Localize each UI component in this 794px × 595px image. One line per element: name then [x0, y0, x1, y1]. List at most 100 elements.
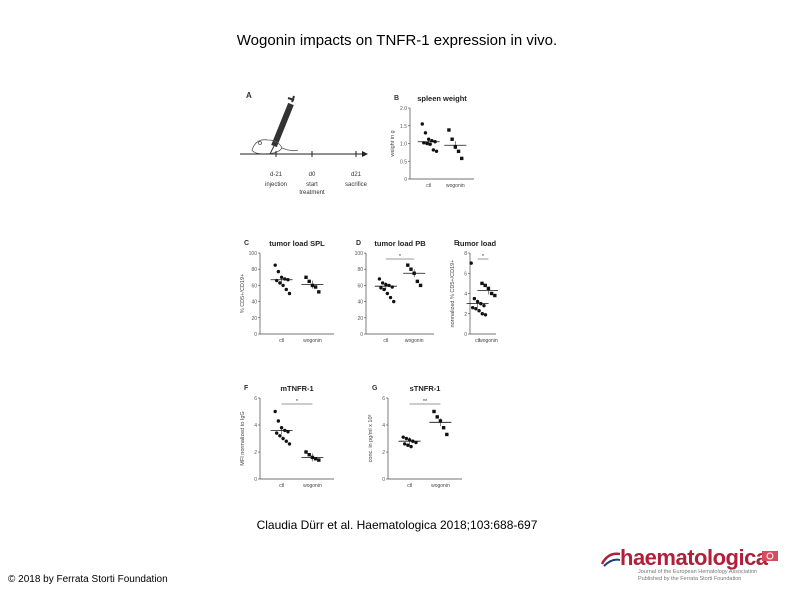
- x-category-label: wogonin: [446, 183, 465, 189]
- x-category-label: ctl: [475, 338, 480, 344]
- data-point: [428, 142, 432, 146]
- data-point: [286, 430, 290, 434]
- y-axis-label: weight in g: [390, 130, 396, 157]
- data-point: [480, 312, 484, 316]
- haematologica-logo: haematologica Journal of the European He…: [600, 545, 785, 583]
- data-point: [273, 409, 277, 414]
- data-point: [469, 261, 473, 265]
- data-point: [434, 149, 439, 154]
- chart-title: mTNFR-1: [280, 384, 313, 393]
- timeline-label: injection: [265, 182, 287, 188]
- y-tick-label: 80: [357, 267, 363, 273]
- data-point: [480, 281, 484, 286]
- data-point: [402, 442, 407, 446]
- data-point: [392, 299, 396, 304]
- y-tick-label: 20: [357, 316, 363, 322]
- y-tick-label: 0.5: [400, 159, 407, 165]
- data-point: [284, 287, 288, 292]
- data-point: [472, 296, 477, 301]
- y-tick-label: 80: [251, 267, 257, 273]
- y-tick-label: 4: [464, 292, 467, 298]
- data-point: [482, 303, 486, 308]
- significance-label: **: [423, 399, 428, 405]
- data-point: [307, 279, 311, 284]
- timeline-day: d21: [351, 172, 362, 178]
- eha-flag-icon: [762, 551, 778, 561]
- data-point: [483, 313, 488, 317]
- y-tick-label: 1.5: [400, 124, 407, 130]
- y-tick-label: 1.0: [400, 142, 407, 148]
- data-point: [276, 269, 281, 274]
- data-point: [274, 431, 279, 435]
- data-point: [273, 263, 277, 267]
- logo-mark-icon: [600, 552, 621, 567]
- data-point: [409, 267, 413, 271]
- panel-letter: E: [454, 240, 459, 247]
- data-point: [450, 137, 454, 141]
- data-point: [379, 286, 383, 290]
- data-point: [287, 442, 292, 446]
- data-point: [404, 436, 409, 441]
- x-category-label: ctl: [279, 338, 284, 344]
- logo-word: haematologica: [620, 545, 768, 570]
- data-point: [445, 432, 449, 437]
- y-tick-label: 2: [254, 450, 257, 456]
- y-tick-label: 6: [382, 396, 385, 402]
- data-point: [284, 439, 288, 443]
- data-point: [307, 453, 311, 457]
- x-category-label: ctl: [383, 338, 388, 344]
- x-category-label: wogonin: [303, 338, 322, 344]
- chart-title: tumor load SPL: [269, 239, 325, 248]
- panel-letter-a: A: [246, 91, 252, 100]
- data-point: [423, 131, 428, 135]
- data-point: [441, 426, 446, 430]
- y-tick-label: 20: [251, 316, 257, 322]
- data-point: [474, 306, 478, 311]
- y-axis-label: % CD5+/CD19+: [240, 274, 246, 313]
- data-point: [431, 148, 436, 152]
- y-tick-label: 8: [464, 251, 467, 257]
- copyright-notice: © 2018 by Ferrata Storti Foundation: [8, 574, 168, 585]
- y-tick-label: 40: [251, 300, 257, 306]
- y-tick-label: 4: [382, 423, 385, 429]
- data-point: [415, 279, 420, 284]
- data-point: [420, 122, 424, 126]
- data-point: [377, 277, 382, 281]
- data-point: [477, 309, 481, 313]
- data-point: [385, 291, 390, 296]
- panel-letter: F: [244, 385, 249, 392]
- chart-title: tumor load PB: [457, 239, 498, 248]
- data-point: [435, 415, 439, 419]
- data-point: [414, 440, 418, 445]
- y-axis-label: normalized % CD5+/CD19+: [450, 260, 456, 328]
- y-tick-label: 0: [360, 332, 363, 338]
- data-point: [313, 457, 318, 461]
- data-point: [493, 293, 497, 298]
- timeline-day: d-21: [270, 172, 283, 178]
- data-point: [382, 287, 386, 292]
- x-category-label: wogonin: [431, 483, 450, 489]
- x-category-label: wogonin: [303, 483, 322, 489]
- figure: A d-21 injection d0 start treatment d21 sacrif…: [240, 91, 498, 489]
- data-point: [317, 458, 321, 462]
- x-category-label: wogonin: [405, 338, 424, 344]
- y-tick-label: 2: [464, 312, 467, 318]
- y-tick-label: 60: [251, 283, 257, 289]
- data-point: [409, 444, 413, 449]
- x-category-label: ctl: [279, 483, 284, 489]
- x-category-label: ctl: [426, 183, 431, 189]
- y-tick-label: 0: [254, 332, 257, 338]
- data-point: [313, 285, 318, 289]
- data-point: [304, 450, 308, 454]
- data-point: [304, 275, 308, 279]
- y-tick-label: 4: [254, 423, 257, 429]
- significance-label: *: [399, 254, 402, 260]
- significance-label: *: [296, 399, 299, 405]
- data-point: [276, 419, 281, 423]
- panel-letter: G: [372, 385, 378, 392]
- y-tick-label: 6: [254, 396, 257, 402]
- chart-title: spleen weight: [417, 94, 467, 103]
